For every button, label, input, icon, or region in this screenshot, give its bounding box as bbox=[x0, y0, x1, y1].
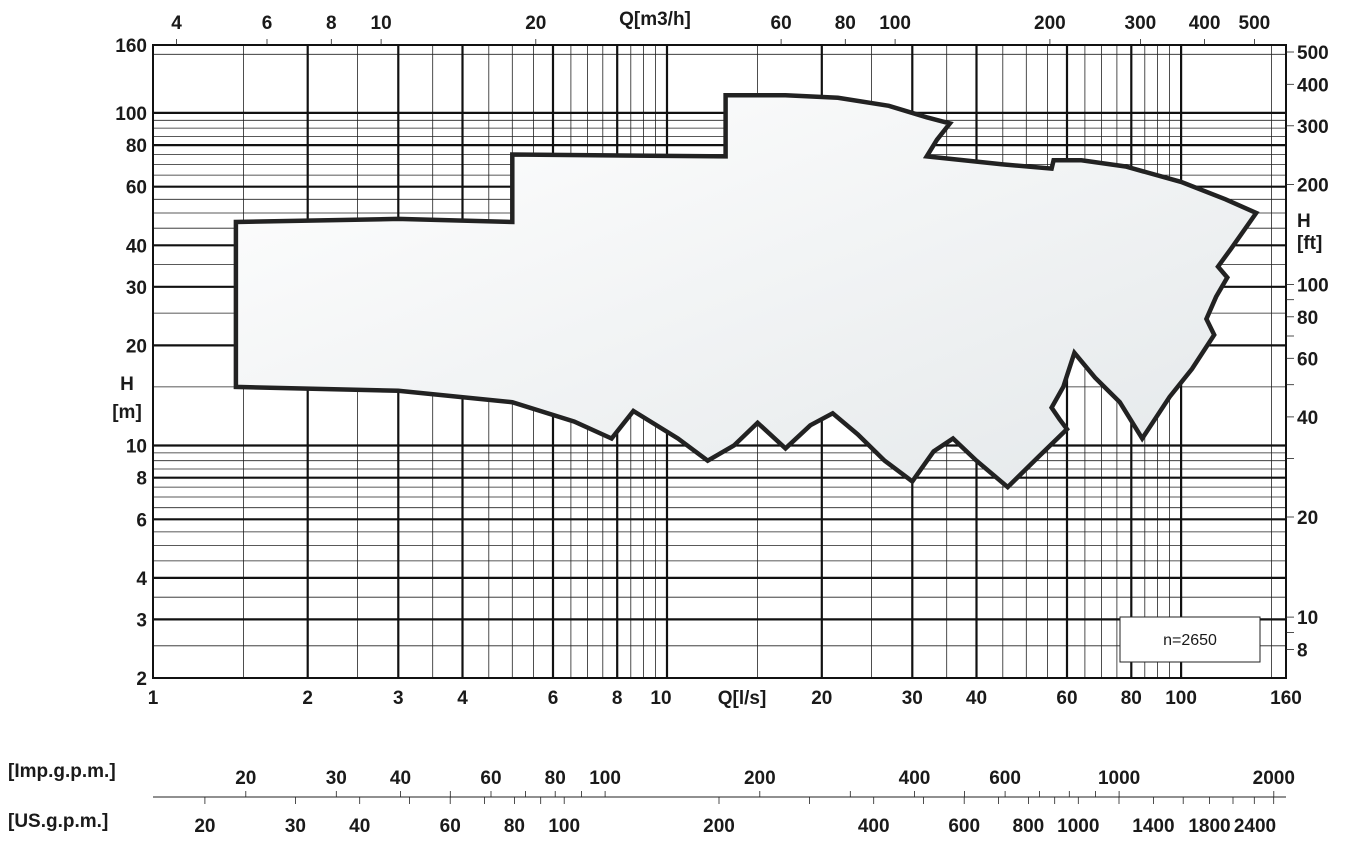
us-gpm-tick-label: 20 bbox=[194, 816, 215, 837]
us-gpm-tick-label: 1400 bbox=[1132, 816, 1174, 837]
x2-tick-label: 8 bbox=[326, 13, 337, 34]
us-gpm-tick-label: 60 bbox=[440, 816, 461, 837]
x2-tick-label: 100 bbox=[879, 13, 911, 34]
imp-gpm-tick-label: 200 bbox=[744, 768, 776, 789]
imp-gpm-tick-label: 1000 bbox=[1098, 768, 1140, 789]
x-tick-label: 30 bbox=[902, 688, 923, 709]
y-tick-label: 80 bbox=[126, 136, 147, 157]
us-gpm-tick-label: 1000 bbox=[1057, 816, 1099, 837]
x2-tick-label: 300 bbox=[1125, 13, 1157, 34]
x-tick-label: 1 bbox=[148, 688, 159, 709]
y2-tick-label: 8 bbox=[1297, 640, 1308, 661]
x-axis-ticks: 1 2 3 4 6 8 10 20 30 40 60 80 100 160 bbox=[148, 688, 1302, 709]
x2-tick-label: 20 bbox=[525, 13, 546, 34]
us-gpm-axis-ticks: 20 30 40 60 80 100 200 400 600 800 1000 1400 1800 240… bbox=[194, 797, 1276, 837]
y2-tick-label: 200 bbox=[1297, 175, 1329, 196]
imp-gpm-tick-label: 80 bbox=[545, 768, 566, 789]
us-gpm-tick-label: 600 bbox=[948, 816, 980, 837]
imp-gpm-tick-label: 400 bbox=[899, 768, 931, 789]
us-gpm-tick-label: 1800 bbox=[1188, 816, 1230, 837]
x2-tick-label: 6 bbox=[262, 13, 273, 34]
us-gpm-tick-label: 100 bbox=[548, 816, 580, 837]
y-tick-label: 6 bbox=[136, 510, 147, 531]
x-tick-label: 80 bbox=[1121, 688, 1142, 709]
x-tick-label: 4 bbox=[457, 688, 468, 709]
y-tick-label: 3 bbox=[136, 610, 147, 631]
y-tick-label: 60 bbox=[126, 178, 147, 199]
x-tick-label: 40 bbox=[966, 688, 987, 709]
x-tick-label: 10 bbox=[650, 688, 671, 709]
y2-tick-label: 500 bbox=[1297, 43, 1329, 64]
imp-gpm-tick-label: 2000 bbox=[1253, 768, 1295, 789]
plot-frame bbox=[152, 44, 1287, 679]
y2-tick-label: 40 bbox=[1297, 408, 1318, 429]
x-tick-label: 20 bbox=[811, 688, 832, 709]
y-tick-label: 4 bbox=[136, 569, 147, 590]
x2-tick-label: 60 bbox=[771, 13, 792, 34]
x2-tick-label: 10 bbox=[371, 13, 392, 34]
us-gpm-tick-label: 40 bbox=[349, 816, 370, 837]
imp-gpm-tick-label: 60 bbox=[480, 768, 501, 789]
y-tick-label: 100 bbox=[115, 104, 147, 125]
x-tick-label: 3 bbox=[393, 688, 404, 709]
imp-gpm-tick-label: 40 bbox=[390, 768, 411, 789]
x2-tick-label: 500 bbox=[1239, 13, 1271, 34]
imp-gpm-tick-label: 20 bbox=[235, 768, 256, 789]
us-gpm-tick-label: 800 bbox=[1013, 816, 1045, 837]
y2-axis-ticks: 8 10 20 40 60 80 100 200 300 400 500 bbox=[1286, 43, 1329, 661]
performance-envelope bbox=[233, 92, 1260, 491]
imp-gpm-tick-label: 100 bbox=[589, 768, 621, 789]
y2-tick-label: 300 bbox=[1297, 117, 1329, 138]
x-tick-label: 60 bbox=[1056, 688, 1077, 709]
y-tick-label: 30 bbox=[126, 278, 147, 299]
y2-axis-label-unit: [ft] bbox=[1297, 233, 1322, 254]
imp-gpm-tick-label: 600 bbox=[989, 768, 1021, 789]
speed-note: n=2650 bbox=[1163, 632, 1217, 649]
y-tick-label: 2 bbox=[136, 669, 147, 690]
y2-tick-label: 10 bbox=[1297, 608, 1318, 629]
x2-axis-label: Q[m3/h] bbox=[619, 9, 691, 30]
y2-tick-label: 80 bbox=[1297, 308, 1318, 329]
x2-tick-label: 4 bbox=[171, 13, 182, 34]
x2-tick-label: 400 bbox=[1189, 13, 1221, 34]
y-axis-label-h: H bbox=[120, 374, 134, 395]
us-gpm-tick-label: 2400 bbox=[1234, 816, 1276, 837]
x-axis-label: Q[l/s] bbox=[718, 688, 767, 709]
x2-tick-label: 80 bbox=[835, 13, 856, 34]
x-tick-label: 8 bbox=[612, 688, 623, 709]
y2-tick-label: 20 bbox=[1297, 508, 1318, 529]
imp-gpm-tick-label: 30 bbox=[326, 768, 347, 789]
y-tick-label: 40 bbox=[126, 236, 147, 257]
us-gpm-tick-label: 400 bbox=[858, 816, 890, 837]
x-tick-label: 160 bbox=[1270, 688, 1302, 709]
y-axis-label-unit: [m] bbox=[112, 402, 142, 423]
x-tick-label: 100 bbox=[1165, 688, 1197, 709]
x2-axis-ticks: 4 6 8 10 20 60 80 100 200 300 400 500 bbox=[171, 13, 1270, 45]
x2-tick-label: 200 bbox=[1034, 13, 1066, 34]
y2-axis-label-h: H bbox=[1297, 211, 1311, 232]
y-tick-label: 10 bbox=[126, 437, 147, 458]
y2-tick-label: 400 bbox=[1297, 75, 1329, 96]
imp-gpm-axis-ticks: 20 30 40 60 80 100 200 400 600 1000 2000 bbox=[235, 768, 1295, 797]
x-tick-label: 2 bbox=[302, 688, 313, 709]
y-tick-label: 160 bbox=[115, 36, 147, 57]
us-gpm-axis-label: [US.g.p.m.] bbox=[8, 811, 108, 832]
y-tick-label: 8 bbox=[136, 469, 147, 490]
speed-note-box bbox=[1119, 616, 1261, 663]
us-gpm-tick-label: 200 bbox=[703, 816, 735, 837]
imp-gpm-axis-label: [Imp.g.p.m.] bbox=[8, 761, 116, 782]
us-gpm-tick-label: 30 bbox=[285, 816, 306, 837]
y2-tick-label: 60 bbox=[1297, 349, 1318, 370]
y-axis-ticks: 2 3 4 6 8 10 20 30 40 60 80 100 160 bbox=[115, 36, 147, 690]
x-tick-label: 6 bbox=[548, 688, 559, 709]
y-tick-label: 20 bbox=[126, 336, 147, 357]
us-gpm-tick-label: 80 bbox=[504, 816, 525, 837]
y2-tick-label: 100 bbox=[1297, 276, 1329, 297]
